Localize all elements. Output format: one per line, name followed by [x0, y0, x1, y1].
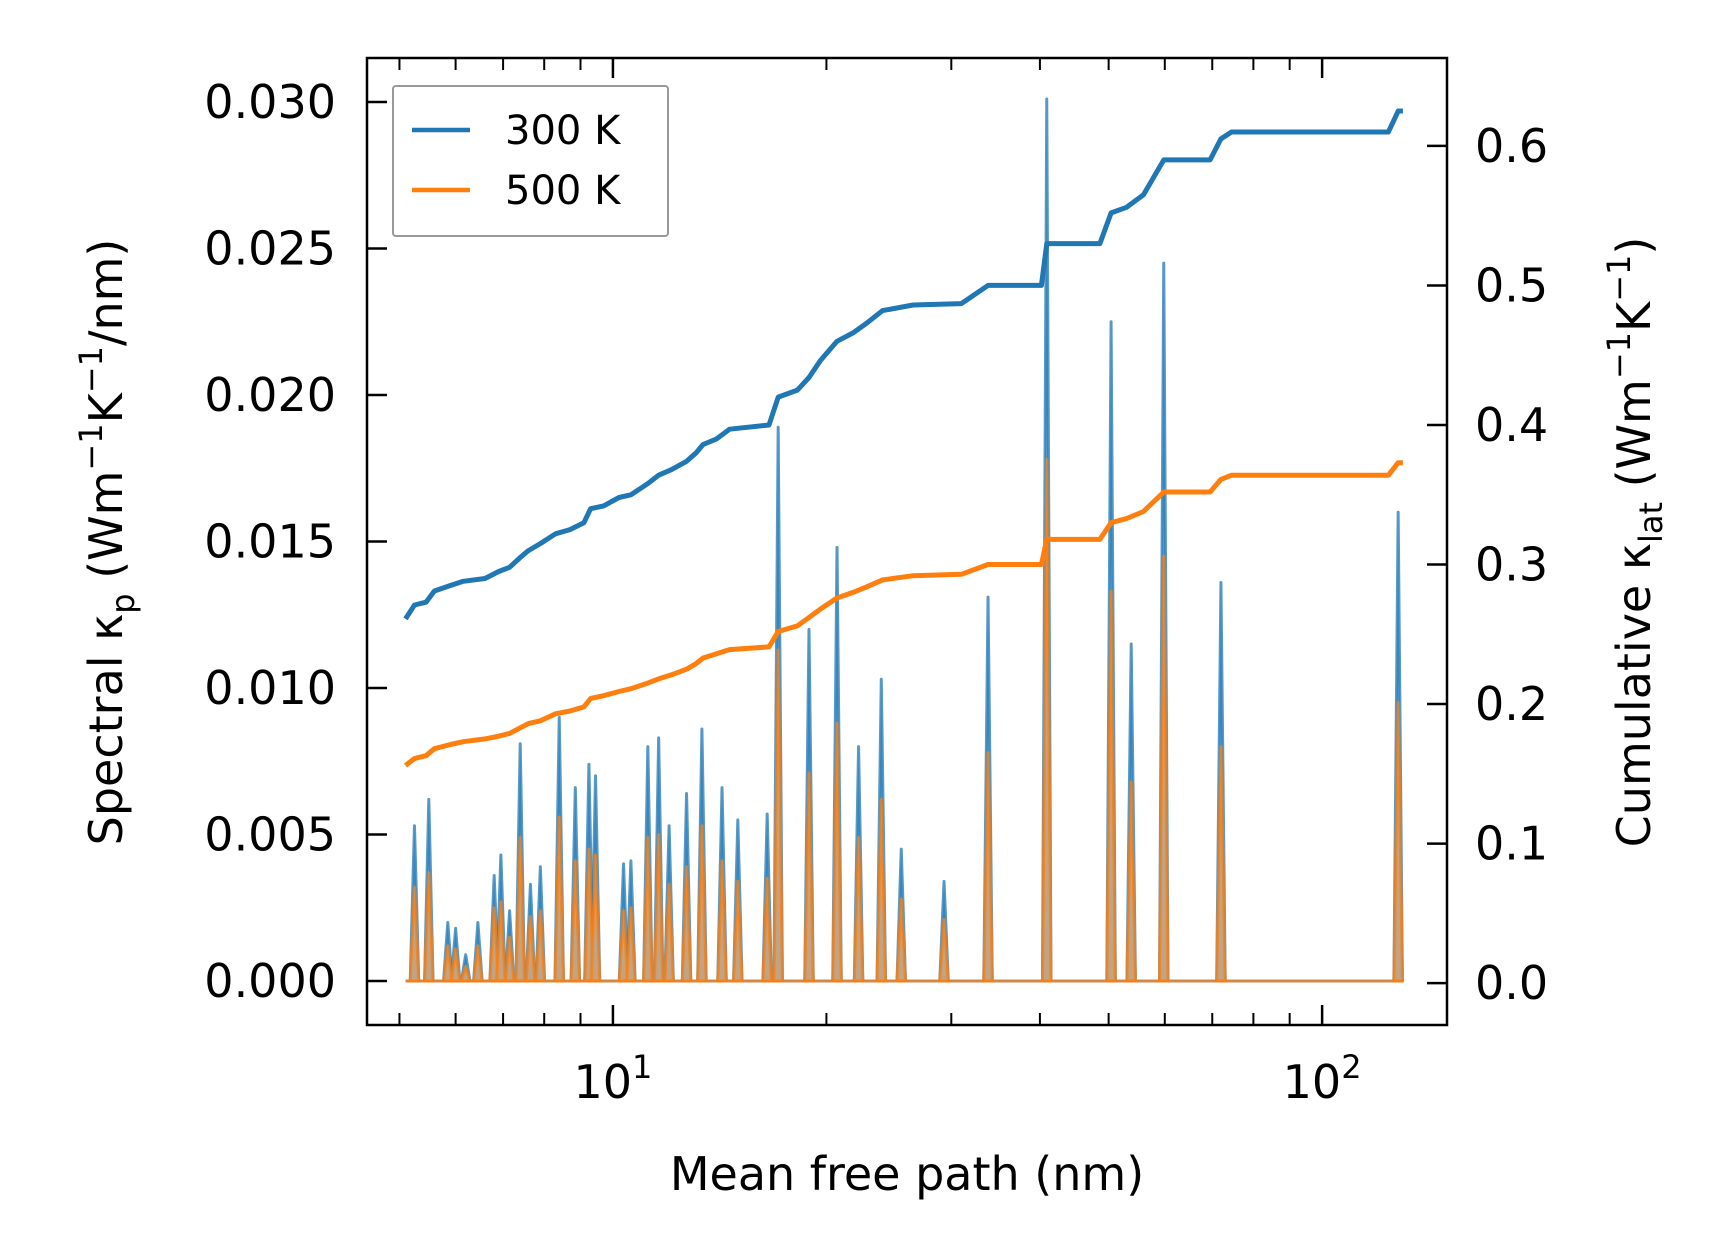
y-right-tick-label: 0.1	[1475, 817, 1548, 871]
y-left-tick-label: 0.000	[204, 954, 336, 1008]
right-tick-labels: 0.0 0.1 0.2 0.3 0.4 0.5 0.6	[1475, 119, 1548, 1010]
y-left-tick-label: 0.025	[204, 222, 336, 276]
legend: 300 K 500 K	[392, 85, 669, 237]
legend-box	[392, 85, 669, 237]
cumulative-series-group	[403, 108, 1403, 768]
y-right-tick-label: 0.5	[1475, 258, 1548, 312]
legend-label-500k: 500 K	[505, 168, 622, 214]
left-tick-labels: 0.000 0.005 0.010 0.015 0.020 0.025 0.03…	[204, 75, 336, 1008]
plot-frame	[365, 56, 1449, 1027]
y-right-tick-label: 0.0	[1475, 956, 1548, 1010]
x-tick-label-100: 102	[1283, 1048, 1362, 1109]
cumulative-line-300k	[403, 108, 1403, 621]
y-left-tick-label: 0.020	[204, 368, 336, 422]
x-axis-title: Mean free path (nm)	[670, 1147, 1144, 1201]
y-right-tick-label: 0.6	[1475, 119, 1548, 173]
cumulative-line-500k	[403, 460, 1403, 768]
spectral-series-500k	[405, 457, 1404, 983]
y-right-axis-title: Cumulative κlat (Wm−1K−1)	[1600, 237, 1670, 848]
plot-area	[403, 97, 1404, 983]
y-left-tick-label: 0.015	[204, 515, 336, 569]
x-tick-label-10: 101	[573, 1048, 652, 1109]
y-left-tick-label: 0.010	[204, 661, 336, 715]
y-right-tick-label: 0.2	[1475, 677, 1548, 731]
y-left-tick-label: 0.030	[204, 75, 336, 129]
axis-ticks	[367, 58, 1447, 1025]
y-right-tick-label: 0.3	[1475, 538, 1548, 592]
y-left-tick-label: 0.005	[204, 808, 336, 862]
y-left-axis-title: Spectral κp (Wm−1K−1/nm)	[72, 239, 142, 846]
y-right-tick-label: 0.4	[1475, 398, 1548, 452]
legend-label-300k: 300 K	[505, 108, 622, 154]
